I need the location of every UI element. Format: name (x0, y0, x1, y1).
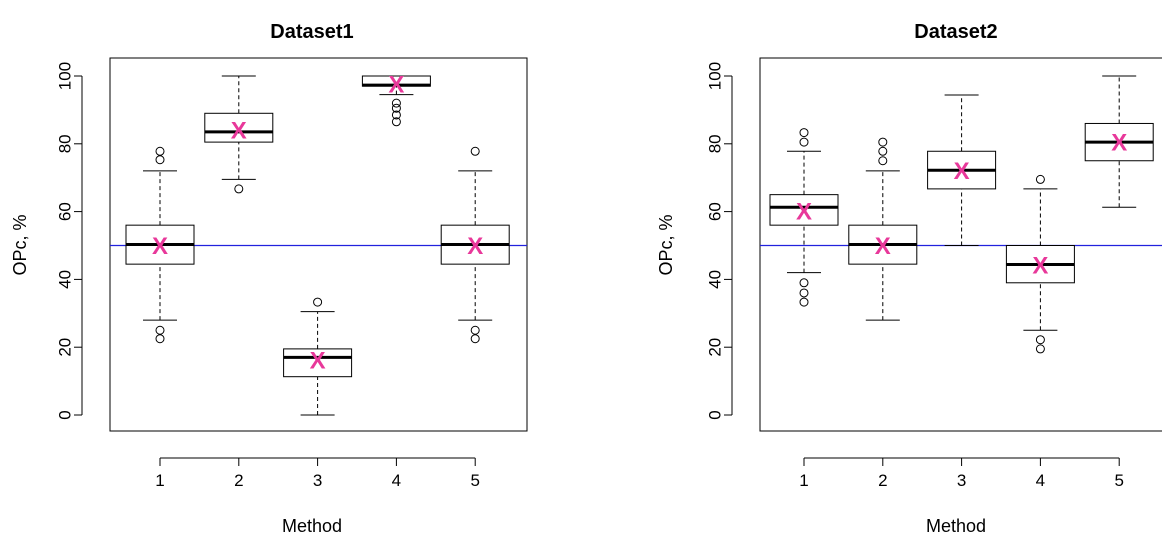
outlier-point (1035, 335, 1045, 345)
mean-marker: X (231, 117, 247, 144)
box-iqr (283, 348, 353, 378)
x-tick-label: 2 (234, 471, 243, 490)
x-tick-label: 3 (957, 471, 966, 490)
chart-title: Dataset1 (270, 21, 353, 43)
chart-title: Dataset2 (914, 21, 997, 43)
x-tick-label: 4 (1036, 471, 1045, 490)
y-tick-label: 60 (56, 202, 75, 221)
x-tick-label: 1 (799, 471, 808, 490)
x-tick-label: 5 (470, 471, 479, 490)
x-tick-label: 4 (392, 471, 401, 490)
outlier-point (799, 288, 809, 298)
outlier-point (878, 156, 888, 166)
box-iqr (769, 194, 839, 226)
plot-frame (109, 57, 528, 432)
chart-panel-1: Dataset1 0 20 40 60 80 100 OPc, % 1 2 3 4 5 Method X X X… (10, 21, 528, 536)
outlier-point (155, 155, 165, 165)
outlier-point (878, 146, 888, 156)
box-iqr (204, 112, 274, 143)
mean-marker: X (310, 347, 326, 374)
outlier-point (799, 297, 809, 307)
outlier-point (1035, 174, 1045, 184)
mean-marker: X (1111, 130, 1127, 157)
y-tick-label: 80 (706, 134, 725, 153)
x-axis-label: Method (926, 516, 986, 536)
box-method-1: X (769, 128, 839, 307)
box-method-4: X (1005, 174, 1075, 354)
y-tick-label: 80 (56, 134, 75, 153)
y-tick-label: 60 (706, 202, 725, 221)
outlier-point (155, 334, 165, 344)
outlier-point (391, 98, 401, 108)
mean-marker: X (1032, 252, 1048, 279)
outlier-point (799, 137, 809, 147)
mean-marker: X (152, 233, 168, 260)
mean-marker: X (388, 72, 404, 99)
outlier-point (155, 325, 165, 335)
outlier-point (878, 137, 888, 147)
y-axis-label: OPc, % (656, 214, 676, 275)
y-axis-label: OPc, % (10, 214, 30, 275)
box-method-2: X (204, 75, 274, 194)
outlier-point (470, 146, 480, 156)
box-method-3: X (927, 94, 997, 246)
x-tick-label: 1 (155, 471, 164, 490)
outlier-point (391, 110, 401, 120)
box-method-5: X (440, 146, 510, 344)
y-tick-label: 0 (56, 410, 75, 419)
y-tick-label: 40 (56, 270, 75, 289)
outlier-point (391, 103, 401, 113)
outlier-point (470, 334, 480, 344)
box-method-5: X (1084, 75, 1154, 208)
x-axis-label: Method (282, 516, 342, 536)
chart-panel-2: Dataset2 0 20 40 60 80 100 OPc, % 1 2 3 4 5 Method X X X… (656, 21, 1162, 536)
box-method-4: X (361, 72, 431, 127)
x-tick-label: 3 (313, 471, 322, 490)
outlier-point (799, 128, 809, 138)
x-tick-label: 2 (878, 471, 887, 490)
mean-marker: X (954, 158, 970, 185)
outlier-point (1035, 344, 1045, 354)
y-tick-label: 100 (706, 62, 725, 90)
mean-marker: X (467, 233, 483, 260)
y-tick-label: 20 (56, 338, 75, 357)
y-tick-label: 100 (56, 62, 75, 90)
outlier-point (391, 117, 401, 127)
plot-frame (759, 57, 1162, 432)
box-method-1: X (125, 146, 195, 344)
outlier-point (799, 278, 809, 288)
x-tick-label: 5 (1114, 471, 1123, 490)
outlier-point (470, 325, 480, 335)
box-method-3: X (283, 297, 353, 416)
outlier-point (234, 184, 244, 194)
y-tick-label: 20 (706, 338, 725, 357)
y-tick-label: 0 (706, 410, 725, 419)
outlier-point (155, 146, 165, 156)
mean-marker: X (796, 198, 812, 225)
mean-marker: X (875, 233, 891, 260)
y-tick-label: 40 (706, 270, 725, 289)
box-method-2: X (848, 137, 918, 321)
outlier-point (313, 297, 323, 307)
